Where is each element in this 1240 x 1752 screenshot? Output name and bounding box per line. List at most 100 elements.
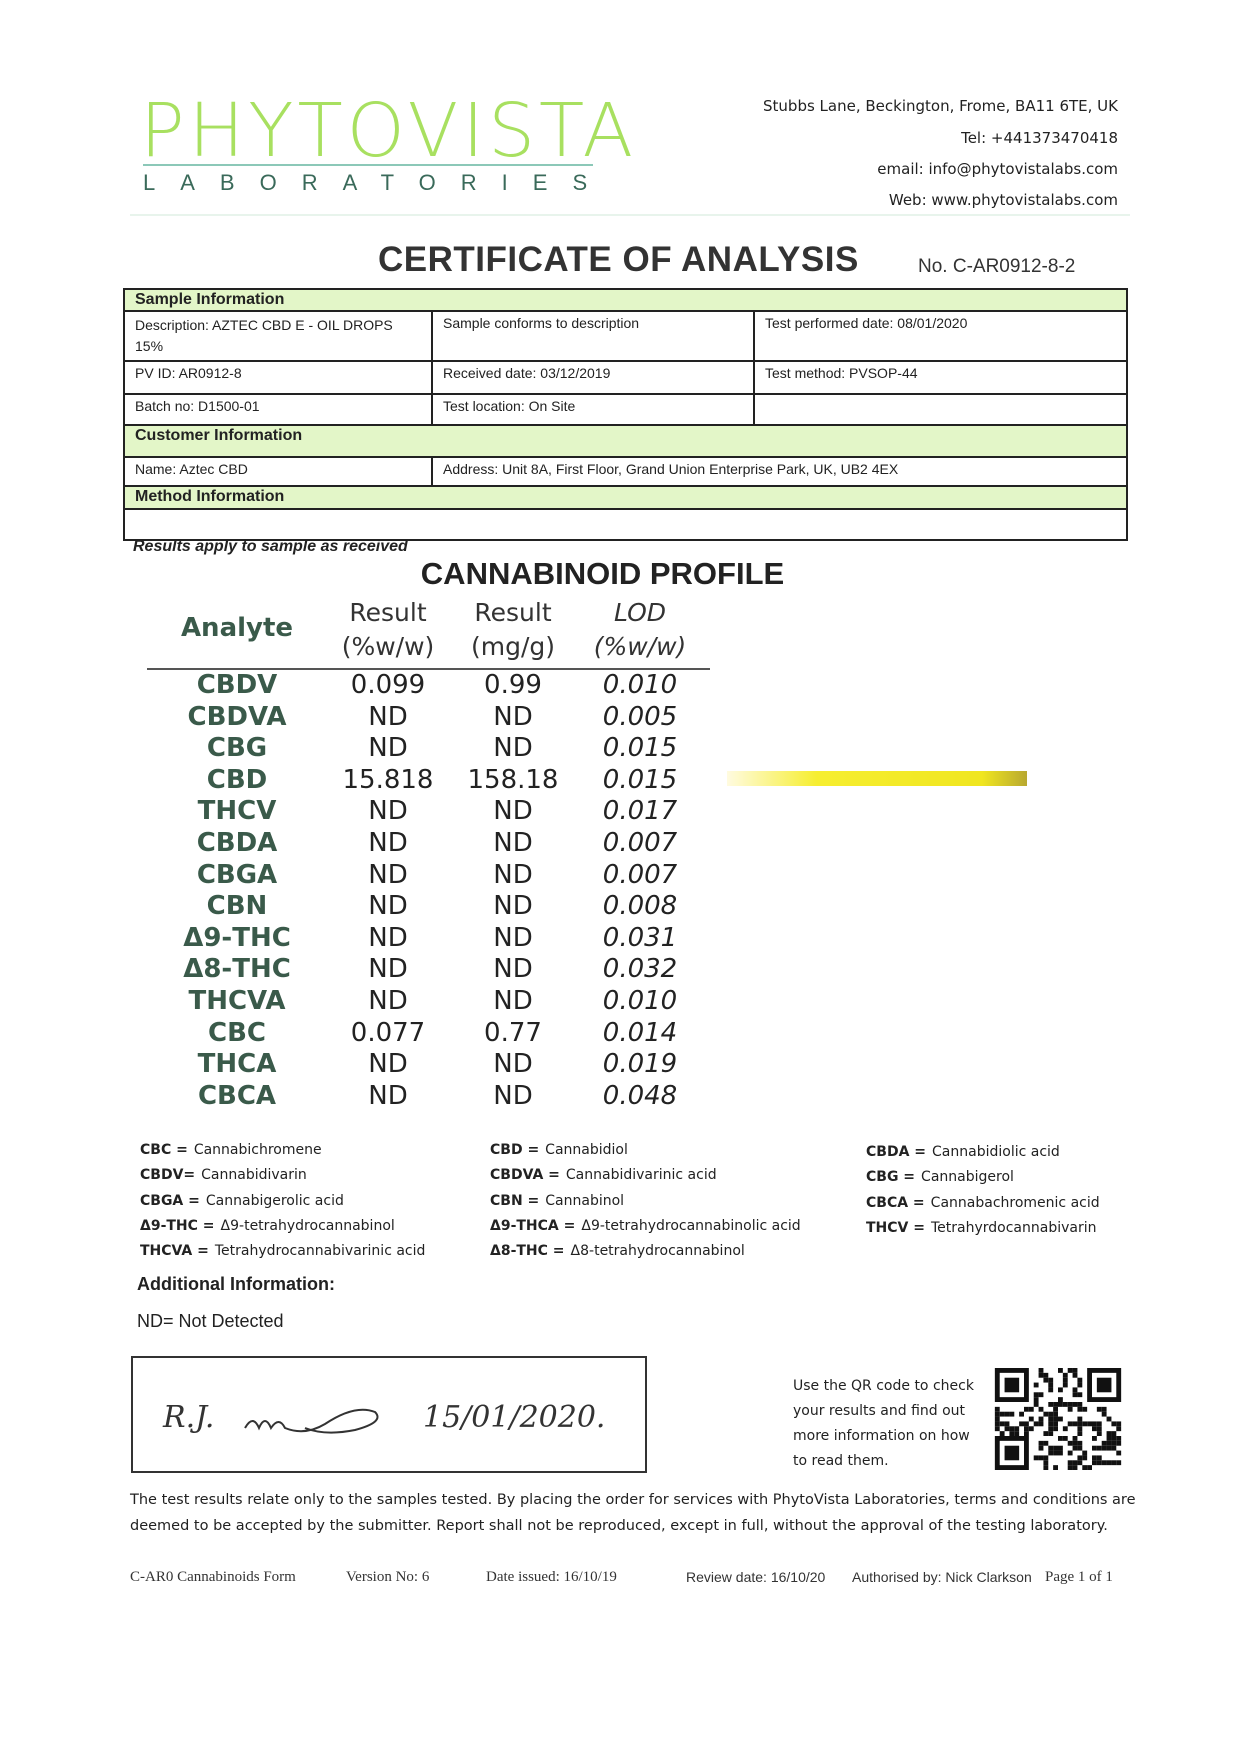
abbreviation-item: CBDA = Cannabidiolic acid: [866, 1144, 1060, 1160]
customer-address-cell: Address: Unit 8A, First Floor, Grand Uni…: [431, 456, 1128, 487]
qr-code-icon[interactable]: [993, 1368, 1123, 1470]
result-mg: 158.18: [467, 764, 559, 795]
lod-value: 0.017: [602, 796, 678, 827]
abbreviation-item: THCV = Tetrahyrdocannabivarin: [866, 1220, 1096, 1236]
lod-value: 0.007: [602, 859, 678, 890]
lod-value: 0.010: [602, 986, 678, 1016]
analyte-name: CBN: [206, 891, 268, 922]
abbreviation-code: CBN =: [490, 1192, 540, 1209]
analyte-name: THCA: [197, 1049, 277, 1080]
result-mg: ND: [493, 733, 533, 764]
analyte-name: CBG: [206, 733, 268, 764]
section-sample-information: Sample Information: [123, 288, 1128, 312]
profile-row: CBC 0.077 0.77 0.014: [147, 1018, 710, 1050]
profile-row: CBG ND ND 0.015: [147, 733, 710, 765]
result-pct: ND: [368, 891, 408, 922]
result-pct: ND: [368, 1049, 408, 1080]
result-mg: ND: [493, 1080, 533, 1111]
analyte-name: THCVA: [188, 986, 286, 1016]
profile-row: Δ8-THC ND ND 0.032: [147, 954, 710, 986]
result-mg: ND: [493, 891, 533, 922]
analyte-name: Δ8-THC: [183, 954, 291, 985]
lod-value: 0.007: [602, 828, 678, 858]
abbreviation-meaning: Cannabigerol: [921, 1169, 1014, 1186]
abbreviation-meaning: Cannabichromene: [193, 1142, 322, 1158]
profile-row: CBD 15.818 158.18 0.015: [147, 765, 710, 797]
abbreviation-meaning: Δ8-tetrahydrocannabinol: [570, 1243, 745, 1260]
abbreviation-code: Δ9-THC =: [140, 1217, 215, 1234]
profile-row: Δ9-THC ND ND 0.031: [147, 923, 710, 955]
abbreviation-meaning: Cannabidiol: [545, 1142, 628, 1158]
description-cell: Description: AZTEC CBD E - OIL DROPS 15%: [123, 310, 433, 362]
signature-date: 15/01/2020.: [423, 1400, 606, 1435]
result-mg: 0.99: [484, 670, 542, 700]
lod-value: 0.032: [602, 954, 678, 985]
empty-cell: [753, 393, 1128, 426]
customer-name-cell: Name: Aztec CBD: [123, 456, 433, 487]
profile-row: THCA ND ND 0.019: [147, 1049, 710, 1081]
result-pct: 0.077: [350, 1017, 426, 1048]
result-mg: ND: [493, 1049, 533, 1080]
sample-info-table: Sample Information Description: AZTEC CB…: [123, 288, 1128, 541]
lab-address: Stubbs Lane, Beckington, Frome, BA11 6TE…: [763, 97, 1118, 115]
abbreviation-code: CBGA =: [140, 1192, 200, 1209]
abbreviation-meaning: Cannabinol: [545, 1192, 625, 1209]
abbreviation-meaning: Δ9-tetrahydrocannabinolic acid: [581, 1217, 801, 1234]
profile-header-rule: [147, 668, 710, 670]
profile-row: CBDA ND ND 0.007: [147, 828, 710, 860]
abbreviation-item: CBN = Cannabinol: [490, 1193, 624, 1209]
lod-value: 0.048: [602, 1080, 678, 1111]
abbreviation-item: CBDV= Cannabidivarin: [140, 1167, 307, 1183]
footer-review: Review date: 16/10/20: [686, 1569, 826, 1585]
cbd-highlight-bar: [727, 771, 1027, 786]
abbreviation-item: CBGA = Cannabigerolic acid: [140, 1193, 344, 1209]
profile-row: THCVA ND ND 0.010: [147, 986, 710, 1018]
result-pct: ND: [368, 859, 408, 890]
abbreviation-item: CBD = Cannabidiol: [490, 1142, 628, 1158]
abbreviation-meaning: Δ9-tetrahydrocannabinol: [220, 1217, 395, 1234]
method-information-cell: [123, 508, 1128, 541]
signature-box: R.J. 15/01/2020.: [131, 1356, 647, 1473]
profile-row: THCV ND ND 0.017: [147, 796, 710, 828]
analyte-name: CBC: [208, 1017, 266, 1048]
abbreviation-code: CBDV=: [140, 1167, 196, 1184]
footer-page: Page 1 of 1: [1045, 1569, 1113, 1585]
footer-form: C-AR0 Cannabinoids Form: [130, 1569, 296, 1585]
lod-value: 0.005: [602, 701, 678, 732]
abbreviation-item: Δ8-THC = Δ8-tetrahydrocannabinol: [490, 1243, 745, 1259]
abbreviation-code: CBDA =: [866, 1144, 927, 1160]
qr-line: to read them.: [793, 1453, 889, 1469]
result-pct: ND: [368, 701, 408, 732]
test-location-cell: Test location: On Site: [431, 393, 755, 426]
lod-value: 0.031: [602, 922, 678, 953]
abbreviation-meaning: Cannabachromenic acid: [930, 1194, 1100, 1211]
header-lod-unit: (%w/w): [593, 632, 687, 661]
result-mg: ND: [493, 828, 533, 858]
result-mg: ND: [493, 954, 533, 985]
abbreviation-meaning: Cannabidivarinic acid: [565, 1167, 717, 1184]
lod-value: 0.015: [602, 733, 678, 764]
result-pct: ND: [368, 954, 408, 985]
signature-initials: R.J.: [163, 1400, 215, 1435]
results-note: Results apply to sample as received: [133, 538, 408, 555]
lab-email[interactable]: email: info@phytovistalabs.com: [877, 160, 1118, 178]
result-mg: ND: [493, 986, 533, 1016]
result-pct: ND: [368, 922, 408, 953]
footer-version: Version No: 6: [346, 1569, 430, 1585]
analyte-name: CBDV: [196, 670, 278, 700]
lab-web[interactable]: Web: www.phytovistalabs.com: [888, 191, 1118, 209]
result-mg: ND: [493, 859, 533, 890]
header-result-mg-unit: (mg/g): [470, 632, 556, 661]
profile-row: CBN ND ND 0.008: [147, 891, 710, 923]
analyte-name: CBCA: [197, 1080, 277, 1111]
result-pct: ND: [368, 986, 408, 1016]
logo-wordmark: PHYTOVISTA: [140, 88, 638, 174]
result-mg: ND: [493, 796, 533, 827]
abbreviation-meaning: Tetrahyrdocannabivarin: [930, 1219, 1097, 1236]
lab-tel: Tel: +441373470418: [961, 129, 1118, 147]
abbreviation-item: Δ9-THCA = Δ9-tetrahydrocannabinolic acid: [490, 1218, 801, 1234]
header-lod: LOD: [613, 598, 667, 627]
result-mg: ND: [493, 701, 533, 732]
document-title: CERTIFICATE OF ANALYSIS: [378, 240, 859, 279]
abbreviation-code: CBG =: [866, 1169, 916, 1186]
